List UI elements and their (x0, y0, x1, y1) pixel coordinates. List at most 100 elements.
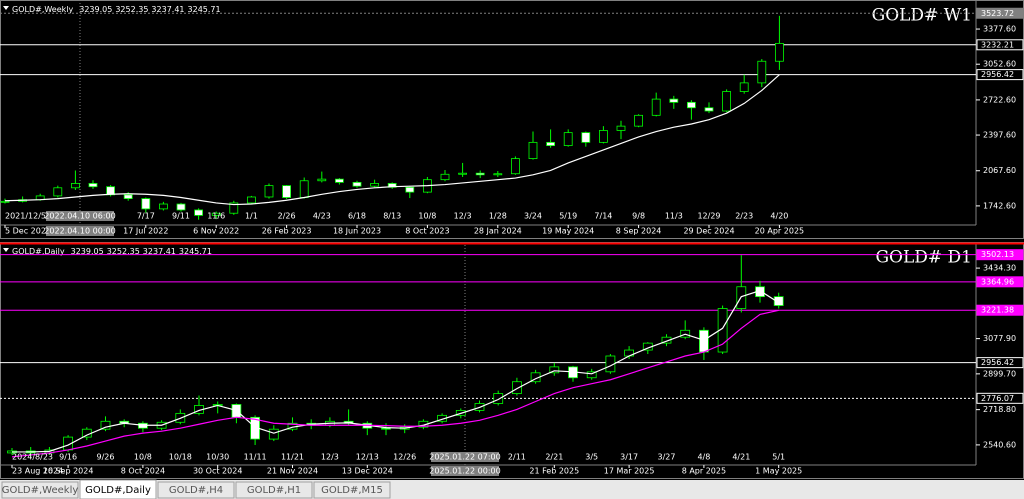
candle-body (194, 209, 204, 216)
chart-tab[interactable] (157, 481, 235, 499)
candle-body (352, 181, 362, 187)
chart-tab[interactable] (313, 481, 391, 499)
x-tick-label: 21 Nov 2024 (267, 467, 318, 476)
candle-body (123, 194, 133, 200)
price-level-box (976, 276, 1024, 288)
x-tick-label: 17 Jul 2022 (123, 227, 168, 236)
minor-time-label: 7/14 (594, 212, 612, 221)
candle-body (757, 60, 767, 84)
price-level-label: 3221.38 (981, 306, 1014, 315)
candle-body (282, 185, 292, 198)
minor-time-label: 3/17 (620, 453, 638, 462)
x-tick-label: 13 Dec 2024 (342, 467, 393, 476)
candle-body (739, 82, 749, 92)
price-level-label: 2776.07 (981, 394, 1014, 403)
chart-tab-label: GOLD#,M15 (321, 485, 383, 496)
minor-time-label: 1/1 (245, 212, 258, 221)
candle-body (299, 180, 309, 198)
candle-body (651, 98, 661, 116)
minor-time-label: 12/13 (356, 453, 379, 462)
minor-time-label: 9/11 (172, 212, 190, 221)
candle-body (141, 198, 151, 210)
minor-time-label: 3/24 (524, 212, 542, 221)
minor-time-label: 12/26 (393, 453, 416, 462)
candle-body (211, 212, 221, 216)
crosshair-date: 2022.04.10 00:00 (44, 227, 115, 236)
y-tick-label: 3377.60 (983, 25, 1016, 34)
x-tick-label: 8 Oct 2023 (405, 227, 449, 236)
chart-tab[interactable] (235, 481, 313, 499)
candle-body (661, 336, 672, 344)
ohlc-value: 3245.71 (179, 247, 212, 256)
y-tick-label: 3434.30 (983, 264, 1016, 273)
minor-time-label: 10/8 (418, 212, 436, 221)
minor-time-label: 9/8 (632, 212, 645, 221)
price-level-box (976, 69, 1024, 81)
minor-time-label: 5/1 (772, 453, 785, 462)
x-tick-label: 1 May 2025 (755, 467, 802, 476)
candle-body (317, 178, 327, 182)
candle-body (581, 132, 591, 143)
chart-tab-label: GOLD#,Daily (85, 485, 151, 496)
candle-body (0, 200, 10, 203)
price-level-box (976, 249, 1024, 261)
candle-body (549, 366, 560, 374)
y-tick-label: 2718.80 (983, 405, 1016, 414)
x-tick-label: 20 Apr 2025 (755, 227, 804, 236)
x-tick-label: 8 Sep 2024 (616, 227, 662, 236)
candle-body (586, 371, 597, 379)
candle-body (334, 178, 344, 183)
candle-body (687, 101, 696, 109)
x-tick-label: 19 May 2024 (542, 227, 594, 236)
minor-time-label: 9/16 (59, 453, 77, 462)
ohlc-value: 3237.41 (143, 247, 176, 256)
minor-time-label: 10/8 (134, 453, 152, 462)
chart-tab[interactable] (79, 479, 157, 499)
candle-body (634, 114, 643, 127)
candle-body (616, 125, 626, 131)
candle-body (510, 158, 520, 175)
minor-time-label: 1/28 (489, 212, 507, 221)
minor-time-label: 6/18 (348, 212, 366, 221)
ohlc-value: 3245.71 (188, 5, 221, 14)
crosshair-box (431, 466, 499, 476)
minor-time-label: 12/29 (697, 212, 720, 221)
minor-time-label: 4/8 (697, 453, 710, 462)
chart-header: GOLD#,Weekly 3239.05 3252.35 3237.41 3245.71 (12, 5, 221, 14)
x-tick-label: 17 Mar 2025 (604, 467, 655, 476)
candle-body (176, 203, 186, 211)
ohlc-value: 3252.35 (115, 5, 148, 14)
y-tick-label: 2067.60 (983, 166, 1016, 175)
minor-time-label: 11/11 (244, 453, 267, 462)
candle-body (229, 202, 239, 214)
price-level-box (976, 304, 1024, 316)
minor-time-label: 3/5 (585, 453, 598, 462)
watermark: GOLD# W1 (872, 6, 972, 26)
ohlc-value: 3252.35 (107, 247, 140, 256)
price-level-box (976, 7, 1024, 19)
x-tick-label: 21 Feb 2025 (529, 467, 579, 476)
y-tick-label: 3052.60 (983, 60, 1016, 69)
x-tick-label: 6 Nov 2022 (193, 227, 239, 236)
chart-tab-label: GOLD#,H4 (169, 485, 223, 496)
ohlc-value: 3239.05 (71, 247, 104, 256)
candle-body (264, 185, 274, 198)
crosshair-box (46, 211, 114, 221)
candle-body (528, 141, 538, 159)
minor-time-label: 7/17 (137, 212, 155, 221)
chart-tab[interactable] (1, 481, 79, 499)
minor-time-label: 11/3 (665, 212, 683, 221)
minor-time-label: 2/23 (735, 212, 753, 221)
candle-body (246, 196, 256, 204)
y-tick-label: 1742.60 (983, 201, 1016, 210)
price-level-box (976, 392, 1024, 404)
ohlc-value: 3237.41 (151, 5, 184, 14)
minor-time-label: 11/6 (207, 212, 225, 221)
crosshair-box (431, 452, 499, 462)
minor-time-label: 4/20 (770, 212, 788, 221)
candle-body (773, 296, 784, 306)
x-tick-label: 23 Aug 2024 (12, 467, 63, 476)
price-level-label: 3502.13 (981, 250, 1014, 259)
y-tick-label: 2540.60 (983, 440, 1016, 449)
